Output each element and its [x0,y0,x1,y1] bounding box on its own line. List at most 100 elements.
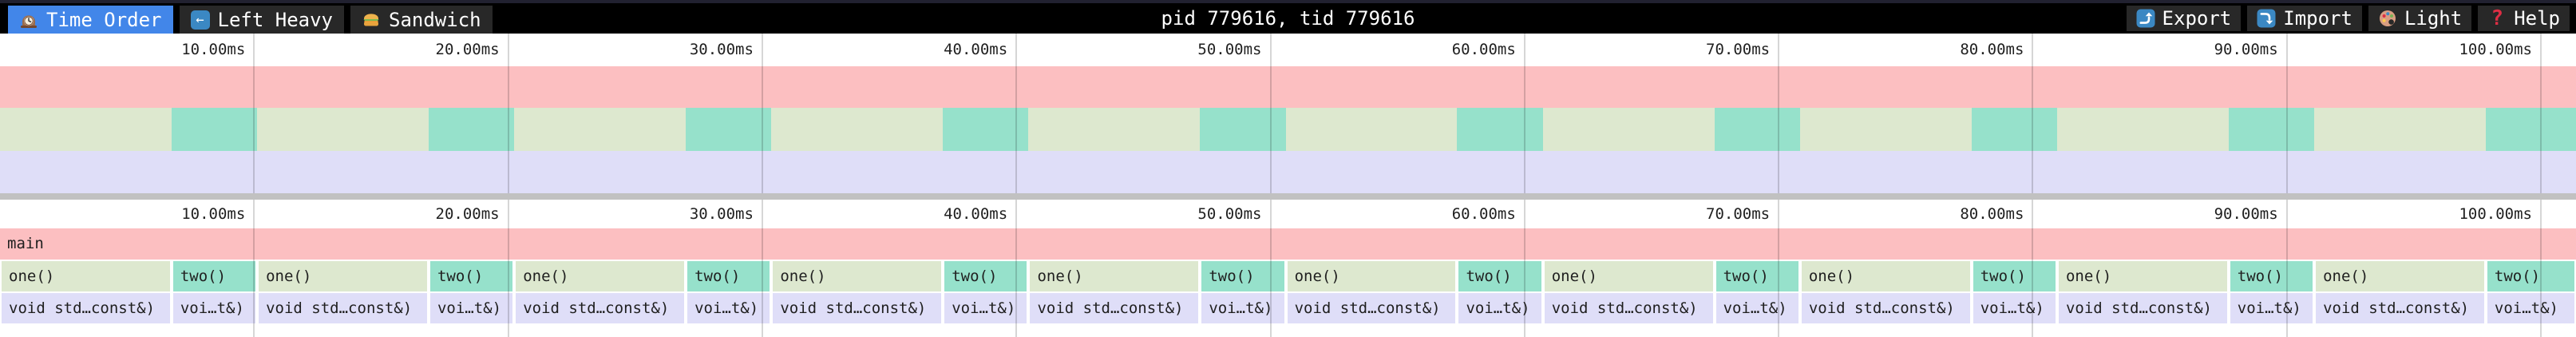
minimap-band-one-two[interactable] [0,108,2576,151]
frame-one-child[interactable]: void std…const&) [1801,293,1970,323]
import-button[interactable]: Import [2247,6,2362,31]
axis-tick-label: 100.00ms [2459,41,2532,58]
frame-two-child[interactable]: voi…t&) [2487,293,2574,323]
minimap-divider [0,193,2576,200]
frame-label: two() [1980,268,2026,285]
frame-two[interactable]: two() [1201,261,1284,291]
frame-one-child[interactable]: void std…const&) [259,293,427,323]
frame-label: void std…const&) [2065,299,2212,317]
frame-label: one() [1294,268,1340,285]
frame-label: void std…const&) [9,299,156,317]
frame-main[interactable]: main [0,228,2576,260]
frame-label: voi…t&) [952,299,1016,317]
axis-tick-label: 40.00ms [944,41,1008,58]
frame-label: two() [1723,268,1769,285]
minimap-band-children[interactable] [0,151,2576,193]
minimap-frame-two[interactable] [2485,108,2576,151]
frame-two[interactable]: two() [172,261,256,291]
frame-label: one() [9,268,55,285]
frame-one[interactable]: one() [516,261,685,291]
minimap-frame-two[interactable] [428,108,515,151]
minimap-frame-two[interactable] [171,108,258,151]
minimap-frame-two[interactable] [1457,108,1543,151]
minimap-frame-two[interactable] [1714,108,1800,151]
axis-tick-label: 80.00ms [1960,205,2024,223]
frame-two[interactable]: two() [1458,261,1541,291]
axis-tick-label: 70.00ms [1706,205,1771,223]
tab-left-heavy[interactable]: ← Left Heavy [179,6,344,34]
frame-two[interactable]: two() [944,261,1027,291]
frame-label: main [7,235,44,252]
flamegraph[interactable]: 10.00ms 20.00ms 30.00ms 40.00ms 50.00ms 60.00… [0,200,2576,337]
frame-one[interactable]: one() [259,261,427,291]
button-label: Import [2283,7,2352,30]
frame-two-child[interactable]: voi…t&) [2230,293,2313,323]
frame-two[interactable]: two() [2487,261,2574,291]
frame-label: void std…const&) [1294,299,1441,317]
tab-label: Time Order [46,8,162,31]
axis-tick-label: 60.00ms [1451,41,1516,58]
left-arrow-icon: ← [190,10,210,30]
frame-two-child[interactable]: voi…t&) [1201,293,1284,323]
frame-one[interactable]: one() [1544,261,1713,291]
frame-one-child[interactable]: void std…const&) [516,293,685,323]
frame-label: one() [2065,268,2112,285]
frame-two-child[interactable]: voi…t&) [944,293,1027,323]
frame-label: void std…const&) [1551,299,1698,317]
palette-icon [2378,9,2397,28]
frame-two-child[interactable]: voi…t&) [172,293,256,323]
frame-two-child[interactable]: voi…t&) [429,293,513,323]
frame-label: void std…const&) [780,299,927,317]
minimap-frame-two[interactable] [686,108,772,151]
tab-label: Left Heavy [217,8,334,31]
tab-time-order[interactable]: Time Order [8,6,173,34]
frame-one-child[interactable]: void std…const&) [773,293,942,323]
frame-one-child[interactable]: void std…const&) [2316,293,2484,323]
frame-one[interactable]: one() [2058,261,2227,291]
export-button[interactable]: Export [2126,6,2242,31]
minimap[interactable]: 10.00ms 20.00ms 30.00ms 40.00ms 50.00ms 60.00… [0,34,2576,193]
frame-label: two() [694,268,741,285]
export-arrow-icon [2136,9,2155,28]
help-button[interactable]: ? Help [2478,6,2570,31]
frame-label: void std…const&) [2323,299,2470,317]
minimap-frame-two[interactable] [1200,108,1286,151]
frame-label: voi…t&) [2494,299,2558,317]
import-arrow-icon [2257,9,2276,28]
frame-label: one() [266,268,312,285]
axis-tick-label: 70.00ms [1706,41,1771,58]
frame-two-child[interactable]: voi…t&) [687,293,770,323]
sandwich-icon [362,10,381,30]
minimap-frame-two[interactable] [1971,108,2057,151]
frame-label: voi…t&) [1723,299,1787,317]
frame-one-child[interactable]: void std…const&) [2058,293,2227,323]
frame-two-child[interactable]: voi…t&) [1715,293,1798,323]
tab-sandwich[interactable]: Sandwich [350,6,493,34]
frame-two[interactable]: two() [2230,261,2313,291]
frame-label: void std…const&) [523,299,670,317]
frame-two-child[interactable]: voi…t&) [1458,293,1541,323]
toolbar: Time Order ← Left Heavy Sandwich pid 779616… [0,0,2576,34]
frame-one-child[interactable]: void std…const&) [1030,293,1199,323]
frame-one[interactable]: one() [2,261,170,291]
frame-one-child[interactable]: void std…const&) [1544,293,1713,323]
frame-one[interactable]: one() [773,261,942,291]
frame-one[interactable]: one() [1287,261,1456,291]
frame-one[interactable]: one() [1801,261,1970,291]
frame-two-child[interactable]: voi…t&) [1973,293,2056,323]
minimap-band-main[interactable] [0,66,2576,108]
frame-label: voi…t&) [694,299,759,317]
frame-two[interactable]: two() [687,261,770,291]
light-button[interactable]: Light [2368,6,2472,31]
frame-one[interactable]: one() [1030,261,1199,291]
frame-label: two() [1209,268,1255,285]
frame-one-child[interactable]: void std…const&) [1287,293,1456,323]
minimap-frame-two[interactable] [2228,108,2315,151]
frame-two[interactable]: two() [429,261,513,291]
frame-two[interactable]: two() [1973,261,2056,291]
frame-two[interactable]: two() [1715,261,1798,291]
frame-one[interactable]: one() [2316,261,2484,291]
minimap-frame-two[interactable] [943,108,1029,151]
frame-one-child[interactable]: void std…const&) [2,293,170,323]
minimap-axis: 10.00ms 20.00ms 30.00ms 40.00ms 50.00ms 60.00… [0,34,2576,66]
